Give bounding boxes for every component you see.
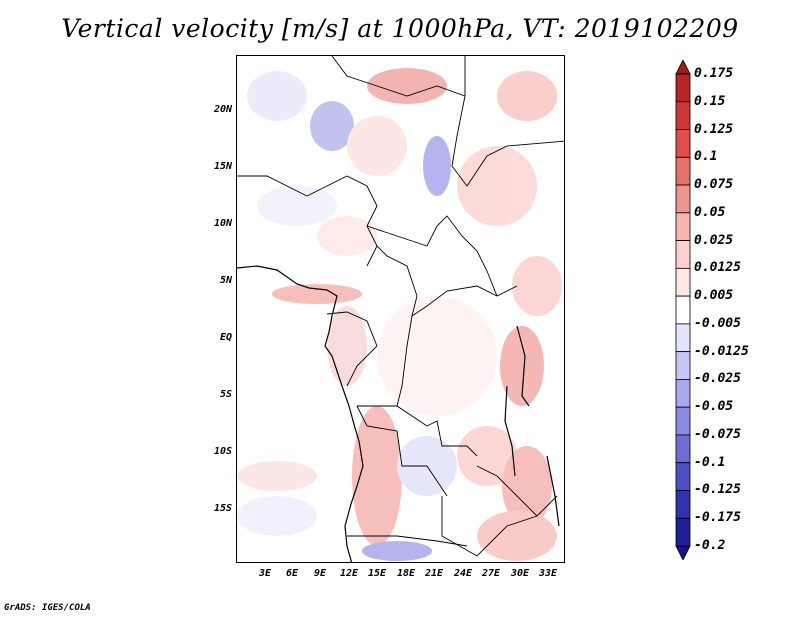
colorbar-tick-label: -0.1: [694, 454, 726, 470]
lat-label-10s: 10S: [213, 446, 232, 457]
country-borders: [237, 56, 564, 557]
colorbar-tick-label: 0.05: [694, 204, 726, 220]
negative-patch: [310, 101, 354, 151]
lon-label-30e: 30E: [510, 568, 530, 579]
lat-label-20n: 20N: [213, 104, 232, 115]
border-line: [357, 405, 478, 457]
positive-patch: [497, 71, 557, 121]
positive-patch: [457, 146, 537, 226]
colorbar-segment: [675, 434, 691, 464]
lake-tanganyika: [504, 385, 516, 477]
colorbar-segment: [675, 295, 691, 325]
colorbar-segment: [675, 129, 691, 158]
positive-patch: [272, 284, 362, 304]
chart-title: Vertical velocity [m/s] at 1000hPa, VT: …: [61, 14, 739, 43]
lon-label-24e: 24E: [453, 568, 473, 579]
border-line: [347, 535, 468, 547]
negative-patch: [237, 496, 317, 536]
border-line: [326, 311, 378, 387]
colorbar-tick-label: 0.175: [694, 66, 734, 81]
colorbar-tick-label: -0.05: [694, 399, 734, 415]
map-svg: [237, 56, 564, 562]
negative-patch: [423, 136, 451, 196]
lon-label-33e: 33E: [538, 568, 558, 579]
lat-label-15s: 15S: [213, 503, 232, 514]
negative-patch: [362, 541, 432, 561]
lat-label-5n: 5N: [219, 275, 232, 286]
colorbar-segment: [675, 212, 691, 241]
positive-patch: [377, 296, 497, 416]
border-line: [356, 405, 448, 497]
positive-patch: [512, 256, 562, 316]
lon-label-18e: 18E: [396, 568, 416, 579]
lat-label-10n: 10N: [213, 218, 232, 229]
colorbar-tick-label: 0.005: [694, 288, 734, 304]
colorbar-tick-label: -0.125: [694, 482, 741, 498]
colorbar-top-arrow: [675, 60, 691, 75]
border-line: [237, 175, 378, 267]
positive-patch: [457, 426, 517, 486]
atlantic-coastline: [237, 265, 364, 562]
colorbar-tick-label: 0.075: [694, 177, 734, 193]
colorbar-segment: [675, 462, 691, 491]
border-line: [366, 215, 518, 297]
lon-label-6e: 6E: [285, 568, 299, 579]
positive-patch: [367, 68, 447, 104]
coastlines: [237, 265, 560, 562]
lat-label-5s: 5S: [219, 389, 232, 400]
colorbar-tick-label: -0.075: [694, 426, 741, 442]
border-line: [441, 495, 558, 557]
grads-credit: GrADS: IGES/COLA: [4, 603, 91, 613]
negative-patch: [257, 186, 337, 226]
positive-patch: [347, 116, 407, 176]
colorbar-segment: [675, 406, 691, 436]
colorbar-segment: [675, 101, 691, 130]
colorbar-segment: [675, 267, 691, 297]
colorbar-tick-label: -0.175: [694, 510, 741, 526]
colorbar-bottom-arrow: [675, 545, 691, 560]
colorbar-segment: [675, 517, 691, 547]
positive-patch: [477, 511, 557, 561]
positive-patch: [500, 326, 544, 406]
lon-label-27e: 27E: [481, 568, 501, 579]
colorbar-segment: [675, 240, 691, 269]
lake-malawi: [546, 455, 560, 527]
border-line: [451, 95, 564, 187]
lon-label-15e: 15E: [367, 568, 387, 579]
positive-patch: [352, 406, 402, 546]
colorbar-tick-label: -0.0125: [694, 343, 749, 359]
colorbar-tick-label: 0.15: [694, 93, 726, 109]
lon-label-3e: 3E: [258, 568, 272, 579]
colorbar-segment: [675, 379, 691, 408]
positive-patch: [237, 461, 317, 491]
colorbar-segment: [675, 490, 691, 519]
colorbar-tick-label: -0.025: [694, 371, 741, 387]
colorbar: [675, 60, 691, 560]
velocity-field: [237, 68, 562, 561]
border-line: [396, 315, 413, 407]
colorbar-segment: [675, 351, 691, 380]
map-panel: [236, 55, 565, 563]
colorbar-tick-label: -0.2: [694, 538, 726, 553]
colorbar-tick-label: 0.0125: [694, 260, 741, 276]
lat-label-eq: EQ: [219, 332, 232, 343]
colorbar-segment: [675, 156, 691, 186]
positive-patch: [317, 216, 377, 256]
lon-label-12e: 12E: [339, 568, 359, 579]
lon-label-21e: 21E: [424, 568, 444, 579]
lake-victoria-border: [516, 325, 530, 407]
border-line: [476, 465, 538, 517]
colorbar-segment: [675, 323, 691, 353]
lon-label-9e: 9E: [313, 568, 327, 579]
colorbar-tick-label: 0.025: [694, 232, 734, 248]
colorbar-tick-label: 0.125: [694, 121, 734, 137]
colorbar-tick-label: -0.005: [694, 315, 741, 331]
colorbar-tick-label: 0.1: [694, 149, 718, 165]
negative-patch: [247, 71, 307, 121]
colorbar-segment: [675, 184, 691, 214]
colorbar-segment: [675, 73, 691, 103]
lat-label-15n: 15N: [213, 161, 232, 172]
